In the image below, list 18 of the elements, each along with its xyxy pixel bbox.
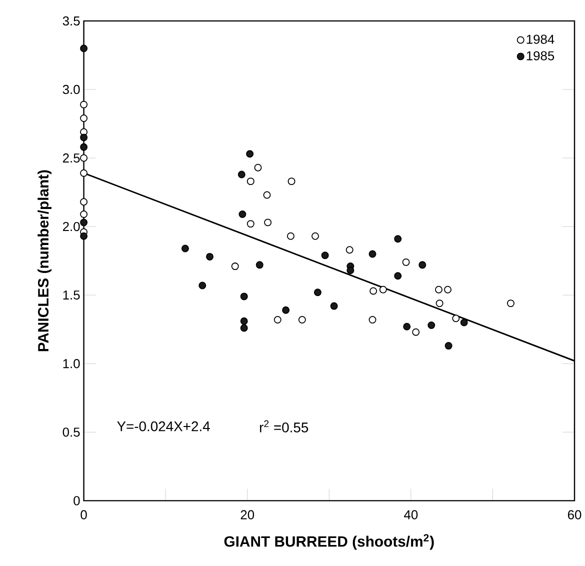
legend-label: 1984 (526, 34, 554, 44)
y-tick-label: 3.5 (62, 16, 80, 26)
x-tick-label: 0 (80, 510, 87, 520)
y-tick-label: 1.0 (63, 359, 80, 368)
y-tick-label: 0 (74, 496, 80, 506)
y-tick-label: 2.0 (62, 222, 80, 232)
y-tick-label: 1.5 (63, 290, 80, 300)
x-tick-label: 40 (404, 510, 418, 520)
x-tick-label: 20 (240, 510, 254, 520)
legend-label: 1985 (526, 51, 554, 61)
x-axis-title: GIANT BURREED (shoots/m$^{2}$) (224, 534, 434, 550)
x-tick-label: 60 (568, 510, 582, 520)
annotation: r$^{2}$ =0.55 (260, 420, 308, 433)
y-axis-title: PANICLES (number/plant) (38, 170, 52, 352)
y-tick-label: 3.0 (62, 85, 80, 94)
annotation: Y=-0.024X+2.4 (117, 422, 210, 432)
y-tick-label: 2.5 (62, 154, 80, 163)
y-tick-label: 0.5 (62, 428, 80, 437)
